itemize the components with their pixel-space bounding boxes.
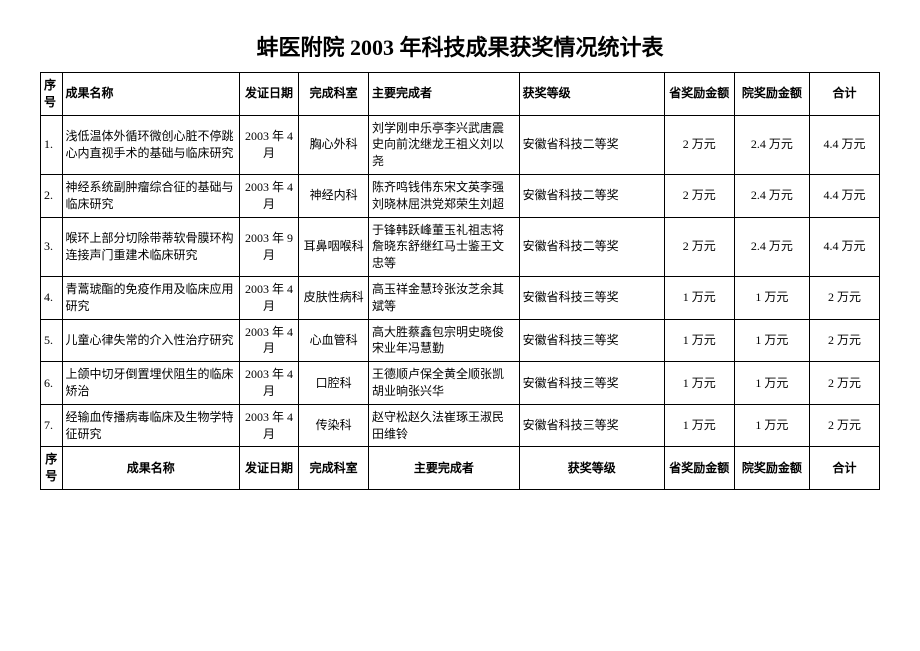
cell-level: 安徽省科技二等奖 (519, 217, 664, 276)
cell-dept: 心血管科 (299, 319, 369, 362)
table-row: 3.喉环上部分切除带蒂软骨膜环构连接声门重建术临床研究2003 年 9 月耳鼻咽… (41, 217, 880, 276)
fcol-date: 发证日期 (239, 447, 298, 490)
cell-people: 赵守松赵久法崔琢王淑民田维铃 (369, 404, 520, 447)
col-level: 获奖等级 (519, 73, 664, 116)
cell-date: 2003 年 4 月 (239, 115, 298, 174)
cell-name: 上颌中切牙倒置埋伏阻生的临床矫治 (62, 362, 239, 405)
cell-date: 2003 年 4 月 (239, 319, 298, 362)
cell-name: 喉环上部分切除带蒂软骨膜环构连接声门重建术临床研究 (62, 217, 239, 276)
cell-num: 5. (41, 319, 63, 362)
cell-dept: 传染科 (299, 404, 369, 447)
cell-people: 王德顺卢保全黄全顺张凯胡业晌张兴华 (369, 362, 520, 405)
cell-name: 浅低温体外循环微创心脏不停跳心内直视手术的基础与临床研究 (62, 115, 239, 174)
cell-date: 2003 年 9 月 (239, 217, 298, 276)
cell-prov: 2 万元 (664, 217, 734, 276)
cell-people: 高大胜蔡鑫包宗明史晓俊宋业年冯慧勤 (369, 319, 520, 362)
fcol-total: 合计 (810, 447, 880, 490)
cell-level: 安徽省科技三等奖 (519, 319, 664, 362)
cell-prov: 1 万元 (664, 276, 734, 319)
col-num: 序号 (41, 73, 63, 116)
cell-total: 2 万元 (810, 276, 880, 319)
cell-dept: 皮肤性病科 (299, 276, 369, 319)
fcol-level: 获奖等级 (519, 447, 664, 490)
col-prov: 省奖励金额 (664, 73, 734, 116)
col-hosp: 院奖励金额 (734, 73, 809, 116)
fcol-dept: 完成科室 (299, 447, 369, 490)
cell-prov: 1 万元 (664, 404, 734, 447)
cell-total: 4.4 万元 (810, 217, 880, 276)
col-name: 成果名称 (62, 73, 239, 116)
cell-hosp: 2.4 万元 (734, 115, 809, 174)
cell-dept: 耳鼻咽喉科 (299, 217, 369, 276)
table-row: 7.经输血传播病毒临床及生物学特征研究2003 年 4 月传染科赵守松赵久法崔琢… (41, 404, 880, 447)
col-total: 合计 (810, 73, 880, 116)
cell-hosp: 1 万元 (734, 362, 809, 405)
table-row: 2.神经系统副肿瘤综合征的基础与临床研究2003 年 4 月神经内科陈齐鸣钱伟东… (41, 174, 880, 217)
cell-num: 1. (41, 115, 63, 174)
table-body: 1.浅低温体外循环微创心脏不停跳心内直视手术的基础与临床研究2003 年 4 月… (41, 115, 880, 447)
cell-date: 2003 年 4 月 (239, 174, 298, 217)
cell-total: 4.4 万元 (810, 174, 880, 217)
awards-table: 序号 成果名称 发证日期 完成科室 主要完成者 获奖等级 省奖励金额 院奖励金额… (40, 72, 880, 490)
cell-people: 陈齐鸣钱伟东宋文英李强刘晓林屈洪党郑荣生刘超 (369, 174, 520, 217)
cell-date: 2003 年 4 月 (239, 362, 298, 405)
cell-prov: 1 万元 (664, 362, 734, 405)
page-title: 蚌医附院 2003 年科技成果获奖情况统计表 (40, 30, 880, 62)
cell-level: 安徽省科技三等奖 (519, 276, 664, 319)
cell-num: 3. (41, 217, 63, 276)
cell-date: 2003 年 4 月 (239, 404, 298, 447)
fcol-num: 序号 (41, 447, 63, 490)
cell-dept: 神经内科 (299, 174, 369, 217)
cell-people: 刘学刚申乐亭李兴武唐震史向前沈继龙王祖义刘以尧 (369, 115, 520, 174)
fcol-name: 成果名称 (62, 447, 239, 490)
cell-date: 2003 年 4 月 (239, 276, 298, 319)
cell-dept: 胸心外科 (299, 115, 369, 174)
cell-prov: 2 万元 (664, 115, 734, 174)
cell-num: 4. (41, 276, 63, 319)
table-row: 5.儿童心律失常的介入性治疗研究2003 年 4 月心血管科高大胜蔡鑫包宗明史晓… (41, 319, 880, 362)
cell-level: 安徽省科技三等奖 (519, 362, 664, 405)
table-row: 1.浅低温体外循环微创心脏不停跳心内直视手术的基础与临床研究2003 年 4 月… (41, 115, 880, 174)
cell-prov: 2 万元 (664, 174, 734, 217)
table-row: 4.青蒿琥酯的免疫作用及临床应用研究2003 年 4 月皮肤性病科高玉祥金慧玲张… (41, 276, 880, 319)
cell-name: 神经系统副肿瘤综合征的基础与临床研究 (62, 174, 239, 217)
cell-total: 2 万元 (810, 404, 880, 447)
cell-level: 安徽省科技二等奖 (519, 115, 664, 174)
cell-name: 经输血传播病毒临床及生物学特征研究 (62, 404, 239, 447)
table-footer-row: 序号 成果名称 发证日期 完成科室 主要完成者 获奖等级 省奖励金额 院奖励金额… (41, 447, 880, 490)
cell-level: 安徽省科技三等奖 (519, 404, 664, 447)
col-date: 发证日期 (239, 73, 298, 116)
cell-name: 青蒿琥酯的免疫作用及临床应用研究 (62, 276, 239, 319)
cell-num: 6. (41, 362, 63, 405)
cell-people: 高玉祥金慧玲张汝芝余其斌等 (369, 276, 520, 319)
cell-people: 于锋韩跃峰董玉礼祖志将詹晓东舒继红马士鉴王文忠等 (369, 217, 520, 276)
cell-num: 7. (41, 404, 63, 447)
cell-level: 安徽省科技二等奖 (519, 174, 664, 217)
table-row: 6.上颌中切牙倒置埋伏阻生的临床矫治2003 年 4 月口腔科王德顺卢保全黄全顺… (41, 362, 880, 405)
fcol-hosp: 院奖励金额 (734, 447, 809, 490)
cell-hosp: 1 万元 (734, 404, 809, 447)
cell-dept: 口腔科 (299, 362, 369, 405)
cell-hosp: 2.4 万元 (734, 174, 809, 217)
fcol-people: 主要完成者 (369, 447, 520, 490)
cell-hosp: 1 万元 (734, 319, 809, 362)
cell-hosp: 1 万元 (734, 276, 809, 319)
fcol-prov: 省奖励金额 (664, 447, 734, 490)
cell-prov: 1 万元 (664, 319, 734, 362)
col-dept: 完成科室 (299, 73, 369, 116)
col-people: 主要完成者 (369, 73, 520, 116)
cell-total: 4.4 万元 (810, 115, 880, 174)
cell-hosp: 2.4 万元 (734, 217, 809, 276)
cell-name: 儿童心律失常的介入性治疗研究 (62, 319, 239, 362)
cell-num: 2. (41, 174, 63, 217)
cell-total: 2 万元 (810, 362, 880, 405)
table-header-row: 序号 成果名称 发证日期 完成科室 主要完成者 获奖等级 省奖励金额 院奖励金额… (41, 73, 880, 116)
cell-total: 2 万元 (810, 319, 880, 362)
